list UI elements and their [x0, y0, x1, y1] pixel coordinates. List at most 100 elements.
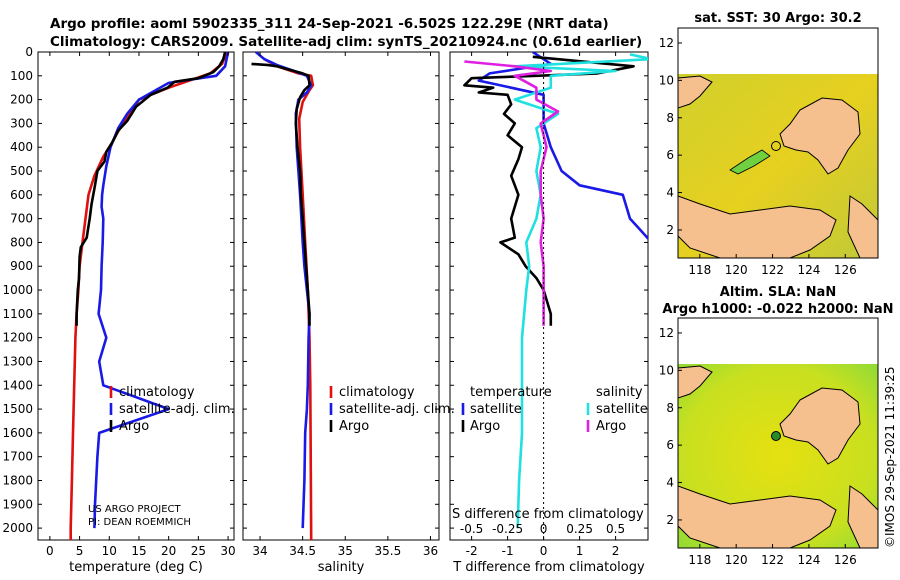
ytick-label-depth-19: 1900	[2, 497, 33, 511]
sla-argo-location-marker	[771, 431, 781, 441]
ytick-label-depth-11: 1100	[2, 307, 33, 321]
map-ytick-label-sst-0: 2	[666, 223, 674, 237]
ytick-label-depth-14: 1400	[2, 378, 33, 392]
series-line-temperature-1	[93, 52, 230, 529]
xtick-label-salinity-4: 36	[423, 544, 438, 558]
sla-land-sulawesi-east	[847, 485, 878, 548]
legend-title-temperature: temperature	[470, 385, 552, 400]
sst-map-area	[678, 74, 878, 258]
legend-label-salinity-2: Argo	[339, 419, 369, 434]
legend-label-salinity-1: satellite-adj. clim.	[339, 402, 455, 417]
xtick-label-salinity-2: 35	[338, 544, 353, 558]
map-ytick-label-sla-2: 6	[666, 438, 674, 452]
map-ytick-label-sla-0: 2	[666, 513, 674, 527]
sst-land-mindanao	[779, 97, 861, 175]
xtick-label-salinity-0: 34	[252, 544, 267, 558]
map-xtick-label-sst-0: 118	[688, 263, 711, 277]
xtick-label-temperature-1: 5	[76, 544, 84, 558]
map-ytick-label-sst-3: 8	[666, 111, 674, 125]
map-xtick-label-sst-1: 120	[725, 263, 748, 277]
temperature-xlabel: temperature (deg C)	[69, 560, 203, 575]
map-xtick-label-sla-3: 124	[797, 553, 820, 567]
xtick-label-temperature-4: 20	[161, 544, 176, 558]
sla-land-borneo	[678, 365, 713, 399]
map-xtick-label-sla-1: 120	[725, 553, 748, 567]
ytick-label-depth-1: 100	[10, 69, 33, 83]
map-xtick-label-sst-2: 122	[761, 263, 784, 277]
map-ytick-label-sst-5: 12	[659, 36, 674, 50]
xtick-label-temperature-3: 15	[131, 544, 146, 558]
project-line2: PI: DEAN ROEMMICH	[88, 517, 191, 528]
sst-land-small-islands	[729, 149, 771, 175]
sst-map-title: sat. SST: 30 Argo: 30.2	[694, 11, 861, 26]
map-ytick-label-sla-4: 10	[659, 363, 674, 377]
series-line-temperature-0	[69, 52, 229, 540]
series-line-temperature-2	[75, 52, 227, 326]
xtick-label-salinity-3: 35.5	[375, 544, 402, 558]
ytick-label-depth-9: 900	[10, 259, 33, 273]
ytick-label-depth-17: 1700	[2, 450, 33, 464]
sla-map-area	[678, 364, 878, 548]
map-xtick-label-sst-4: 126	[834, 263, 857, 277]
legend-label-s-1: Argo	[596, 419, 626, 434]
map-xtick-label-sla-2: 122	[761, 553, 784, 567]
title-line2: Climatology: CARS2009. Satellite-adj cli…	[50, 34, 642, 50]
sst-argo-location-marker	[771, 141, 781, 151]
map-xtick-label-sla-4: 126	[834, 553, 857, 567]
ytick-label-depth-16: 1600	[2, 426, 33, 440]
stick-label-2: 0	[540, 522, 548, 536]
ytick-label-depth-10: 1000	[2, 283, 33, 297]
xtick-label-difference-2: 0	[540, 544, 548, 558]
stick-label-1: -0.25	[492, 522, 523, 536]
series-line-difference-2	[513, 53, 648, 529]
map-ytick-label-sst-1: 4	[666, 186, 674, 200]
ytick-label-depth-3: 300	[10, 116, 33, 130]
project-line1: US ARGO PROJECT	[88, 504, 182, 515]
temperature-panel: 0 5 10 15 20 25 30 010020030040050060070080090…	[2, 45, 648, 575]
xtick-label-difference-3: 1	[576, 544, 584, 558]
map-ytick-label-sst-2: 6	[666, 148, 674, 162]
sst-map-frame	[677, 27, 879, 259]
stick-label-3: 0.25	[566, 522, 593, 536]
xtick-label-temperature-6: 30	[220, 544, 235, 558]
ytick-label-depth-0: 0	[25, 45, 33, 59]
ytick-label-depth-13: 1300	[2, 354, 33, 368]
difference-xlabel-salinity: S difference from climatology	[452, 507, 644, 522]
salinity-panel: 34 34.5 35 35.5 36 salinity climatology satel…	[242, 51, 455, 575]
xtick-label-difference-0: -2	[466, 544, 478, 558]
legend-label-temperature-1: satellite-adj. clim.	[119, 402, 235, 417]
map-ytick-label-sla-1: 4	[666, 476, 674, 490]
stick-label-0: -0.5	[460, 522, 483, 536]
series-line-difference-0	[477, 52, 648, 241]
sla-map-frame	[677, 317, 879, 549]
imos-credit: ©IMOS 29-Sep-2021 11:39:25	[883, 366, 897, 548]
xtick-label-salinity-1: 34.5	[289, 544, 316, 558]
sst-land-borneo	[678, 75, 713, 109]
xtick-label-difference-1: -1	[502, 544, 514, 558]
ytick-label-depth-18: 1800	[2, 473, 33, 487]
ytick-label-depth-7: 700	[10, 212, 33, 226]
legend-label-t-1: Argo	[470, 419, 500, 434]
map-ytick-label-sla-3: 8	[666, 401, 674, 415]
legend-label-temperature-0: climatology	[119, 385, 195, 400]
sst-land-sulawesi-east	[847, 195, 878, 258]
ytick-label-depth-20: 2000	[2, 521, 33, 535]
xtick-label-temperature-5: 25	[191, 544, 206, 558]
salinity-xlabel: salinity	[318, 560, 365, 575]
stick-label-4: 0.5	[606, 522, 625, 536]
legend-label-t-0: satellite	[470, 402, 522, 417]
sst-map-panel: sat. SST: 30 Argo: 30.2 118 120 122 124 1262…	[659, 11, 879, 277]
xtick-label-temperature-2: 10	[102, 544, 117, 558]
map-ytick-label-sla-5: 12	[659, 326, 674, 340]
legend-label-temperature-2: Argo	[119, 419, 149, 434]
ytick-label-depth-2: 200	[10, 93, 33, 107]
ytick-label-depth-15: 1500	[2, 402, 33, 416]
sla-land-sulawesi	[678, 485, 837, 548]
series-line-difference-3	[464, 60, 560, 326]
map-xtick-label-sla-0: 118	[688, 553, 711, 567]
xtick-label-temperature-0: 0	[46, 544, 54, 558]
sst-land-sulawesi	[678, 195, 837, 258]
salinity-axes-frame	[242, 51, 440, 541]
series-line-salinity-2	[251, 62, 311, 326]
xtick-label-difference-4: 2	[612, 544, 620, 558]
